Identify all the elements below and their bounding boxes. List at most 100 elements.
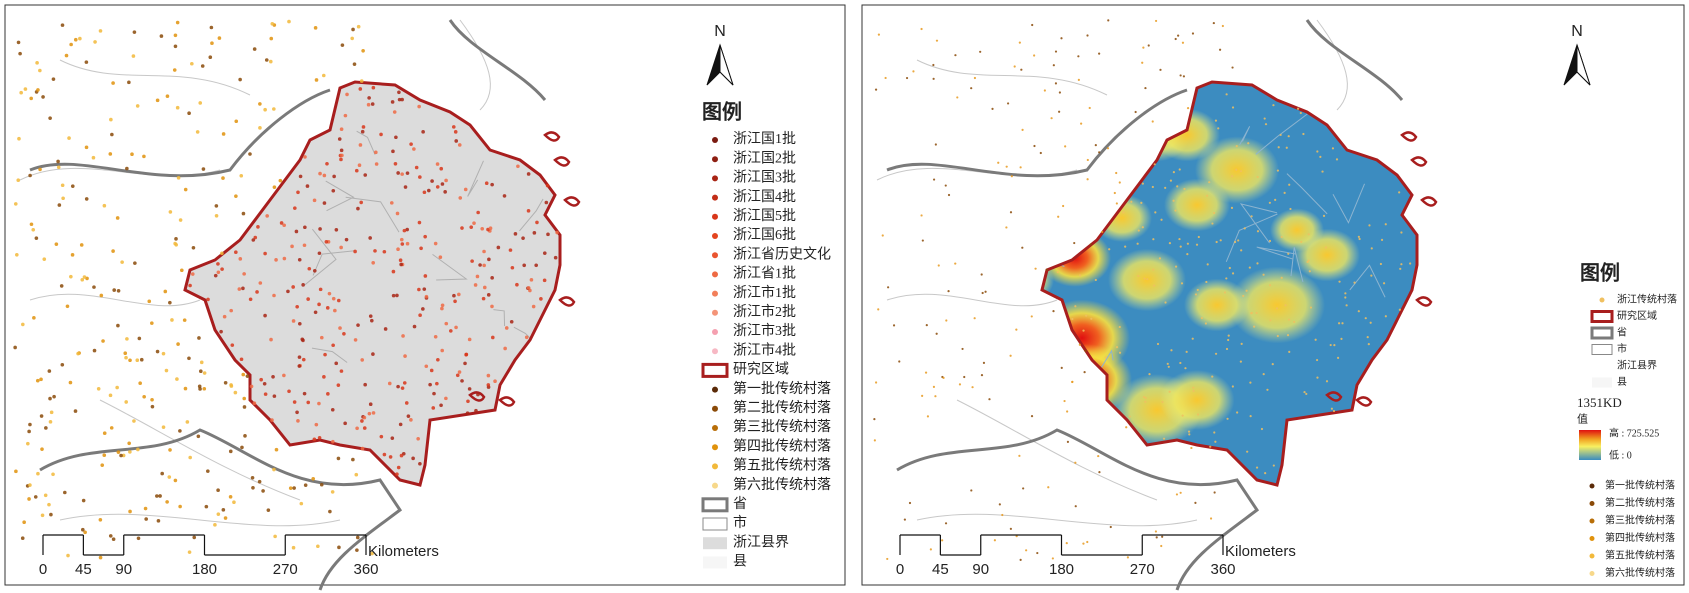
- village-point: [481, 296, 486, 301]
- village-point: [502, 194, 507, 198]
- village-point: [1179, 74, 1182, 77]
- village-point: [1125, 426, 1128, 429]
- village-point: [1128, 415, 1131, 418]
- village-point: [423, 234, 427, 239]
- village-point: [399, 453, 404, 458]
- islands: [1410, 156, 1428, 167]
- legend-label: 浙江传统村落: [1617, 292, 1677, 305]
- village-point: [1331, 147, 1335, 150]
- village-point: [993, 539, 996, 542]
- village-point: [463, 187, 468, 192]
- village-point: [48, 396, 52, 401]
- village-point: [1283, 191, 1286, 195]
- village-point: [1113, 191, 1116, 195]
- village-point: [331, 188, 336, 193]
- village-point: [991, 107, 994, 111]
- village-point: [1071, 317, 1074, 321]
- county-boundary: [304, 228, 337, 286]
- village-point: [350, 36, 354, 41]
- village-point: [1337, 322, 1341, 325]
- village-point: [516, 164, 520, 169]
- village-point: [1009, 354, 1012, 357]
- village-point: [1279, 133, 1282, 137]
- village-point: [138, 381, 142, 386]
- village-point: [1215, 240, 1218, 244]
- village-point: [48, 420, 53, 424]
- village-point: [168, 300, 172, 305]
- village-point: [1013, 65, 1016, 68]
- village-point: [362, 415, 367, 420]
- village-point: [67, 136, 71, 140]
- county-boundary: [356, 130, 376, 155]
- village-point: [361, 125, 366, 129]
- village-point: [251, 238, 256, 242]
- village-point: [357, 163, 362, 168]
- village-point: [1109, 525, 1112, 529]
- village-point: [1039, 151, 1042, 155]
- village-point: [332, 174, 336, 179]
- village-point: [1332, 409, 1336, 413]
- village-point: [1214, 440, 1217, 443]
- legend-label: 第六批传统村落: [1605, 566, 1675, 579]
- village-point: [488, 226, 493, 231]
- village-point: [1118, 351, 1122, 354]
- islands: [543, 131, 561, 142]
- village-point: [884, 76, 887, 80]
- legend-symbol: [1590, 326, 1614, 340]
- legend-symbol: [1589, 518, 1595, 524]
- village-point: [1090, 317, 1093, 320]
- village-point: [1144, 396, 1147, 400]
- village-point: [405, 171, 410, 175]
- village-point: [98, 29, 103, 33]
- village-point: [1262, 273, 1265, 276]
- village-point: [210, 41, 214, 46]
- village-point: [1287, 252, 1290, 255]
- village-point: [1122, 211, 1125, 214]
- village-point: [1158, 257, 1162, 260]
- legend-symbol: [712, 463, 718, 470]
- city-boundary: [886, 293, 1058, 307]
- village-point: [404, 401, 409, 405]
- village-point: [1303, 390, 1306, 394]
- village-point: [476, 392, 480, 397]
- village-point: [60, 23, 65, 27]
- village-point: [490, 182, 494, 187]
- kd-high: 高 : 725.525: [1609, 426, 1659, 439]
- village-point: [1398, 191, 1401, 194]
- village-point: [331, 439, 335, 444]
- village-point: [1185, 350, 1188, 353]
- village-point: [396, 171, 400, 175]
- village-point: [363, 173, 368, 177]
- village-point: [183, 187, 188, 192]
- village-point: [417, 104, 421, 109]
- scale-label: 360: [353, 561, 378, 578]
- village-point: [1151, 185, 1154, 189]
- village-point: [331, 296, 336, 301]
- legend-symbol: [1589, 536, 1595, 541]
- county-boundary: [1255, 113, 1309, 155]
- village-point: [453, 130, 458, 134]
- legend-label: 浙江市2批: [733, 303, 796, 320]
- village-point: [526, 209, 531, 213]
- village-point: [60, 362, 65, 367]
- village-point: [1052, 64, 1055, 67]
- village-point: [1345, 304, 1348, 307]
- village-point: [399, 237, 404, 242]
- village-point: [1344, 296, 1347, 299]
- village-point: [1280, 276, 1283, 279]
- village-point: [988, 398, 991, 401]
- village-point: [1206, 263, 1209, 266]
- village-point: [1153, 163, 1156, 166]
- village-point: [111, 249, 115, 253]
- village-point: [403, 185, 408, 189]
- village-point: [1338, 280, 1341, 283]
- legend-label: 浙江国1批: [733, 131, 796, 147]
- village-point: [316, 544, 320, 549]
- village-point: [1031, 23, 1034, 27]
- village-point: [920, 214, 923, 217]
- village-point: [297, 364, 302, 368]
- village-point: [509, 319, 514, 324]
- village-point: [314, 422, 319, 427]
- village-point: [1211, 222, 1214, 225]
